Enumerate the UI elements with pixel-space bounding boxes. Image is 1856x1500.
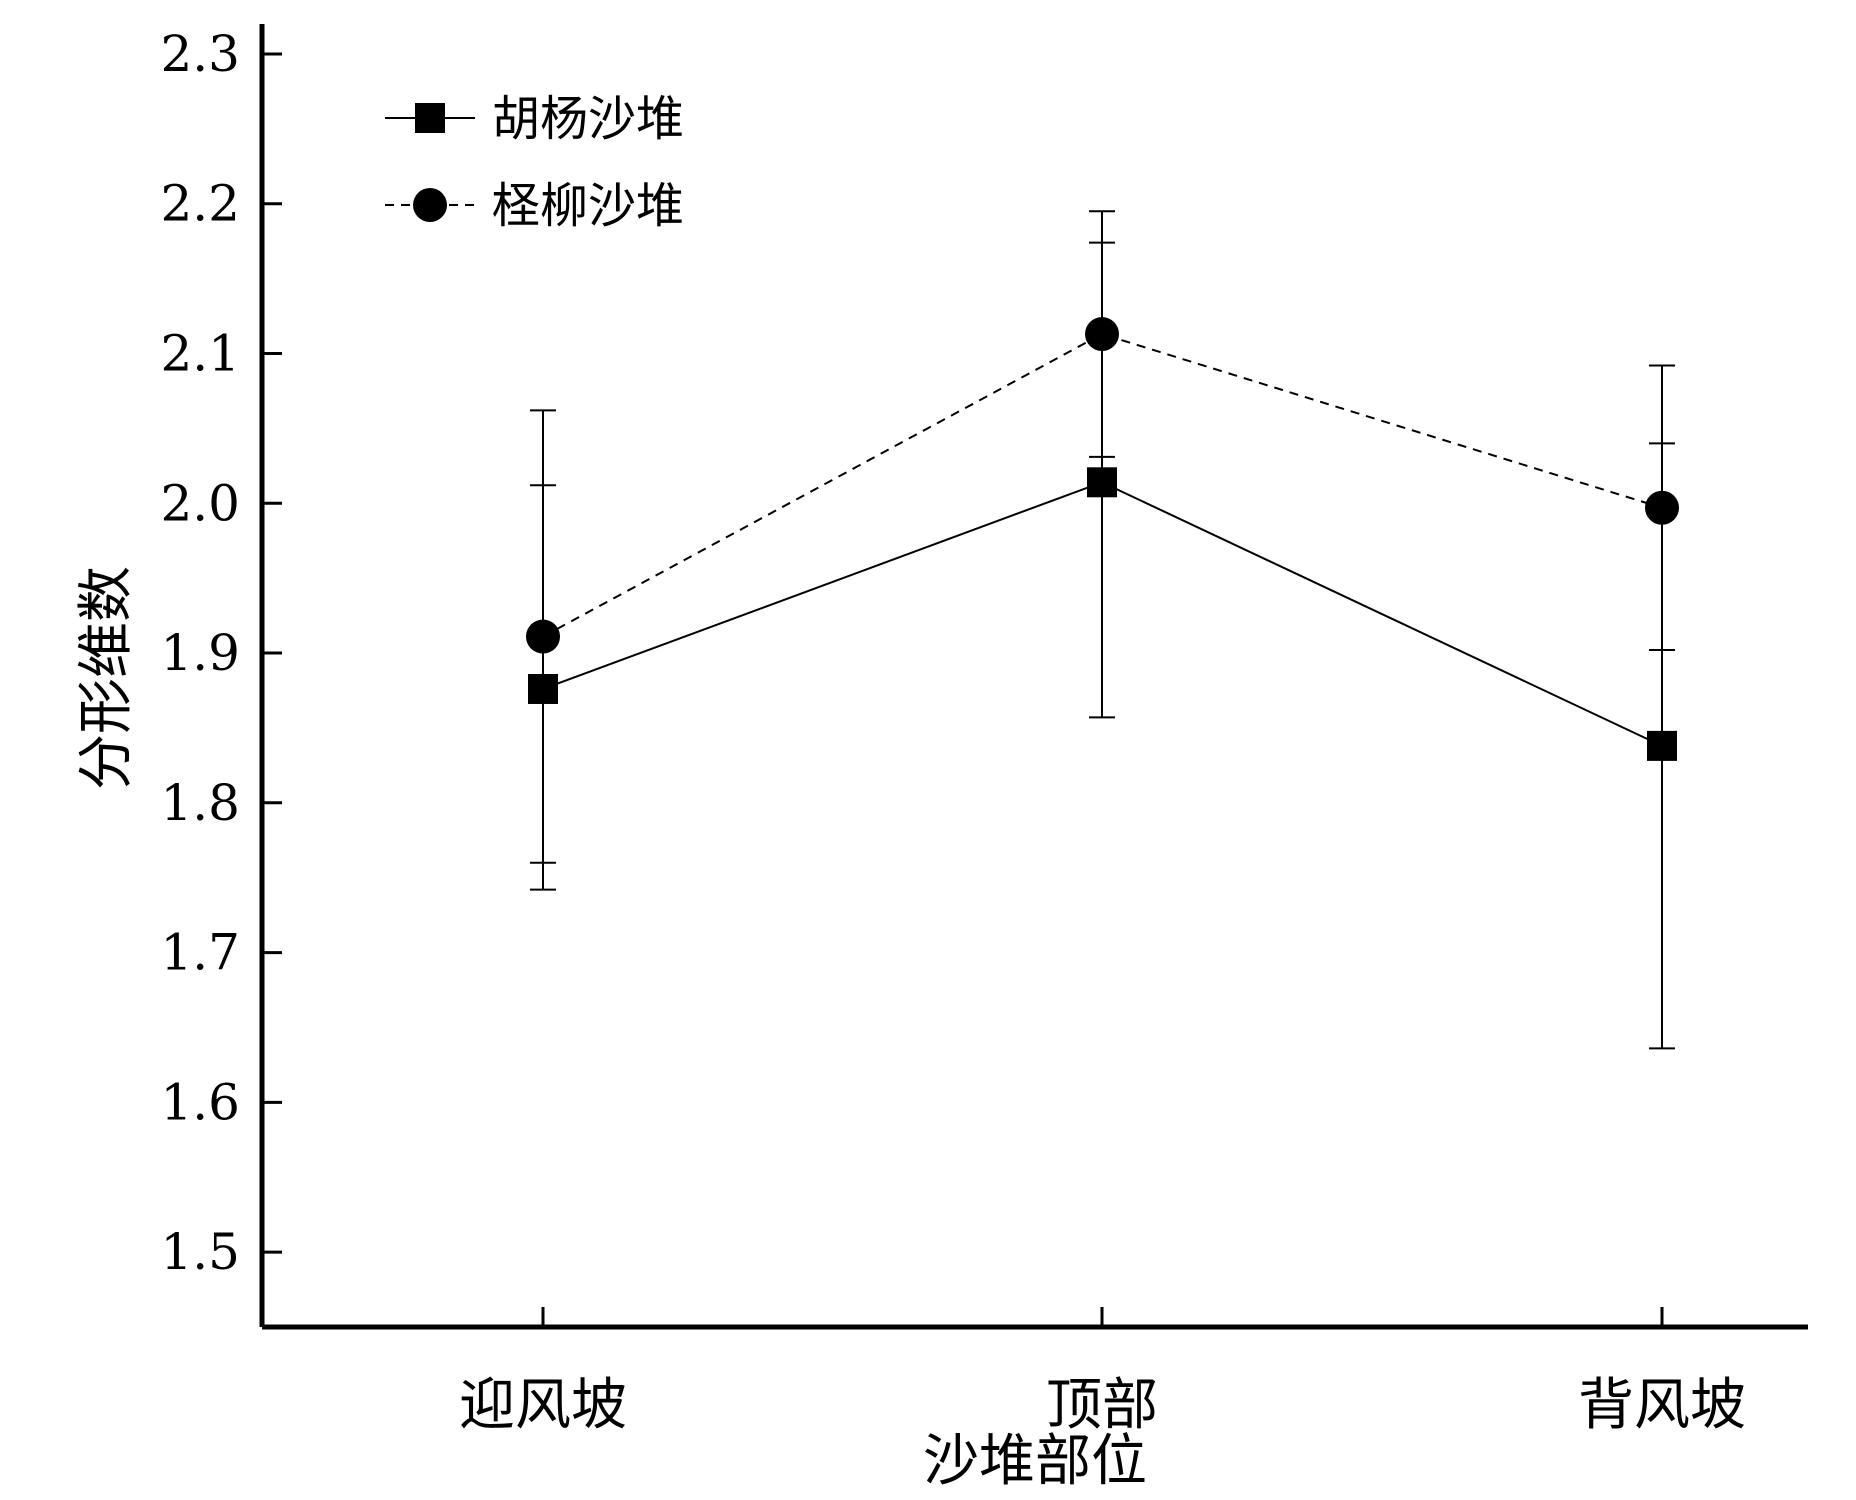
y-tick-label-1: 1.6 — [160, 1073, 240, 1131]
y-tick-label-2: 1.7 — [160, 924, 240, 982]
x-axis: 迎风坡 顶部 背风坡 — [459, 1307, 1746, 1438]
y-tick-label-8: 2.3 — [160, 25, 240, 83]
series-line-1 — [542, 332, 1663, 638]
legend-label-tamarix: 柽柳沙堆 — [492, 178, 684, 234]
y-tick-label-7: 2.2 — [160, 175, 240, 233]
x-tick-label-0: 迎风坡 — [459, 1373, 627, 1438]
data-point-square-0 — [528, 673, 558, 704]
data-point-square-1 — [1087, 467, 1117, 498]
y-tick-label-0: 1.5 — [160, 1223, 240, 1281]
y-tick-label-5: 2.0 — [160, 474, 240, 532]
y-axis: 1.5 1.6 1.7 1.8 1.9 2.0 2.1 2.2 2.3 — [160, 25, 282, 1281]
data-point-circle-2 — [1645, 490, 1679, 525]
y-tick-label-3: 1.8 — [160, 774, 240, 832]
y-tick-label-4: 1.9 — [160, 624, 240, 682]
legend: 胡杨沙堆 柽柳沙堆 — [385, 91, 684, 234]
data-point-circle-1 — [1085, 317, 1119, 352]
x-axis-title: 沙堆部位 — [923, 1429, 1147, 1494]
y-tick-label-6: 2.1 — [160, 324, 240, 382]
y-axis-title: 分形维数 — [74, 566, 139, 790]
legend-square-marker — [415, 103, 445, 133]
plot-area — [259, 24, 1808, 1330]
data-point-square-2 — [1647, 730, 1677, 761]
legend-circle-marker — [413, 188, 447, 222]
series-layer — [526, 210, 1679, 1050]
legend-label-populus: 胡杨沙堆 — [492, 91, 684, 147]
x-tick-label-1: 顶部 — [1046, 1373, 1158, 1438]
x-tick-label-2: 背风坡 — [1578, 1373, 1746, 1438]
data-point-circle-0 — [526, 619, 560, 654]
